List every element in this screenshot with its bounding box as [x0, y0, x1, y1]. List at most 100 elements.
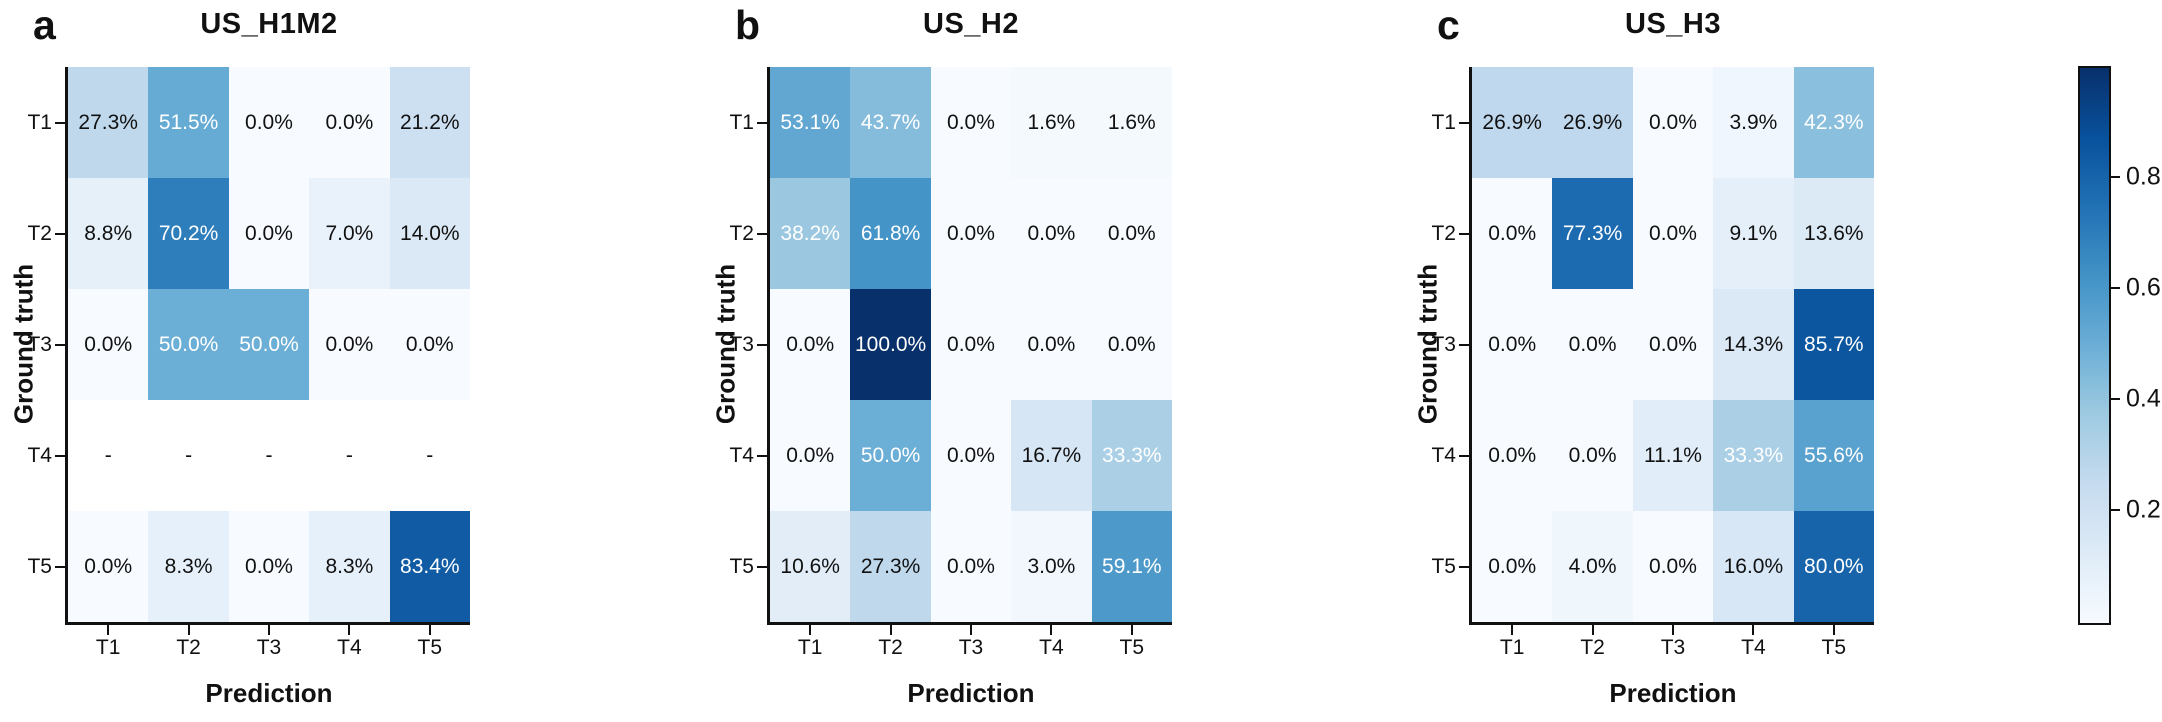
x-tick-mark [809, 625, 812, 635]
y-tick-mark [55, 121, 65, 124]
x-tick-label: T1 [95, 636, 121, 659]
y-tick-mark [1459, 232, 1469, 235]
y-axis-spine [65, 67, 68, 625]
heatmap-cell: 0.0% [770, 400, 851, 511]
y-tick-mark [1459, 565, 1469, 568]
x-tick-label: T2 [176, 636, 201, 659]
x-tick-mark [187, 625, 190, 635]
y-tick-mark [757, 121, 767, 124]
heatmap-cell: 0.0% [228, 511, 310, 622]
heatmap-cell: - [68, 400, 149, 511]
y-tick-label: T1 [27, 110, 52, 134]
heatmap-cell: 26.9% [1472, 67, 1553, 178]
heatmap-cell: 0.0% [228, 178, 310, 289]
heatmap-cell: 8.3% [148, 511, 229, 622]
heatmap-cell: 0.0% [770, 289, 851, 400]
heatmap-cell: 51.5% [148, 67, 229, 178]
heatmap-cell: 33.3% [1091, 400, 1172, 511]
colorbar-tick-label: 0.6 [2126, 273, 2161, 302]
x-tick-mark [970, 625, 972, 635]
y-tick-mark [757, 343, 767, 346]
x-tick-label: T1 [797, 636, 823, 659]
x-tick-label: T4 [337, 636, 362, 659]
heatmap-cell: 61.8% [850, 178, 931, 289]
heatmap-grid: 26.9% 26.9% 0.0% 3.9% 42.3% 0.0% 77.3% 0.0% 9.1%… [1472, 67, 1874, 622]
x-tick-mark [428, 625, 431, 635]
heatmap-cell: 42.3% [1793, 67, 1874, 178]
heatmap-cell: 100.0% [850, 289, 931, 400]
y-tick-mark [1459, 343, 1469, 346]
heatmap-cell: 55.6% [1793, 400, 1874, 511]
y-tick-label: T2 [1431, 221, 1456, 245]
panel-us-h1m2: a US_H1M2 Ground truth 27.3% 51.5% 0.0% 0.0… [0, 0, 702, 722]
x-axis-spine [65, 622, 470, 625]
x-tick-label: T5 [1119, 636, 1145, 659]
panel-letter-b: b [735, 2, 761, 48]
x-tick-label: T4 [1741, 636, 1766, 659]
y-tick-label: T5 [729, 554, 754, 578]
heatmap-cell: 13.6% [1793, 178, 1874, 289]
heatmap-cell: 0.0% [1011, 178, 1092, 289]
x-tick-label: T2 [1580, 636, 1605, 659]
heatmap-cell: - [389, 400, 470, 511]
colorbar-tick-label: 0.4 [2126, 384, 2161, 413]
colorbar-tick-mark [2111, 509, 2120, 511]
y-tick-label: T1 [1431, 110, 1456, 134]
x-tick-mark [889, 625, 892, 635]
y-tick-mark [55, 565, 65, 568]
x-tick-label: T5 [1821, 636, 1847, 659]
panel-us-h3: c US_H3 Ground truth 26.9% 26.9% 0.0% 3.9% 4… [1404, 0, 2106, 722]
heatmap-cell: 9.1% [1713, 178, 1794, 289]
heatmap-cell: 50.0% [850, 400, 931, 511]
heatmap-cell: 43.7% [850, 67, 931, 178]
heatmap-cell: 70.2% [148, 178, 229, 289]
heatmap-cell: 11.1% [1632, 400, 1714, 511]
heatmap-cell: 0.0% [930, 289, 1012, 400]
y-tick-label: T3 [27, 332, 52, 356]
y-tick-label: T5 [27, 554, 52, 578]
y-tick-mark [757, 232, 767, 235]
heatmap-grid: 53.1% 43.7% 0.0% 1.6% 1.6% 38.2% 61.8% 0.0% 0.0%… [770, 67, 1172, 622]
heatmap-cell: 0.0% [930, 400, 1012, 511]
heatmap-cell: 80.0% [1793, 511, 1874, 622]
heatmap-cell: - [228, 400, 310, 511]
y-axis-spine [767, 67, 770, 625]
heatmap-cell: 0.0% [389, 289, 470, 400]
x-axis-label: Prediction [205, 678, 333, 708]
heatmap-cell: 0.0% [930, 178, 1012, 289]
heatmap-cell: - [148, 400, 229, 511]
colorbar-tick-label: 0.8 [2126, 162, 2161, 191]
x-axis-spine [1469, 622, 1874, 625]
y-axis-spine [1469, 67, 1472, 625]
heatmap-cell: 0.0% [1632, 178, 1714, 289]
heatmap-cell: 7.0% [309, 178, 390, 289]
y-tick-mark [55, 343, 65, 346]
heatmap-grid: 27.3% 51.5% 0.0% 0.0% 21.2% 8.8% 70.2% 0.0% 7.0%… [68, 67, 470, 622]
x-tick-mark [348, 625, 351, 635]
panel-title-us-h1m2: US_H1M2 [200, 8, 338, 40]
x-axis-label: Prediction [907, 678, 1035, 708]
heatmap-cell: 77.3% [1552, 178, 1633, 289]
heatmap-cell: 1.6% [1011, 67, 1092, 178]
heatmap-cell: 14.0% [389, 178, 470, 289]
panel-title-us-h3: US_H3 [1625, 8, 1721, 40]
panel-letter-a: a [33, 2, 56, 48]
y-tick-mark [1459, 121, 1469, 124]
x-tick-label: T3 [958, 636, 984, 659]
y-tick-mark [55, 454, 65, 457]
heatmap-cell: 0.0% [1552, 400, 1633, 511]
heatmap-cell: 0.0% [1091, 289, 1172, 400]
heatmap-cell: 0.0% [1632, 511, 1714, 622]
y-tick-mark [757, 454, 767, 457]
heatmap-cell: - [309, 400, 390, 511]
colorbar-tick-mark [2111, 287, 2120, 289]
heatmap-cell: 8.3% [309, 511, 390, 622]
heatmap-cell: 0.0% [1632, 67, 1714, 178]
heatmap-cell: 0.0% [1632, 289, 1714, 400]
y-tick-mark [757, 565, 767, 568]
panel-letter-c: c [1437, 2, 1460, 48]
heatmap-cell: 83.4% [389, 511, 470, 622]
y-tick-label: T4 [27, 443, 52, 467]
colorbar-tick-label: 0.2 [2126, 495, 2161, 524]
x-axis-spine [767, 622, 1172, 625]
